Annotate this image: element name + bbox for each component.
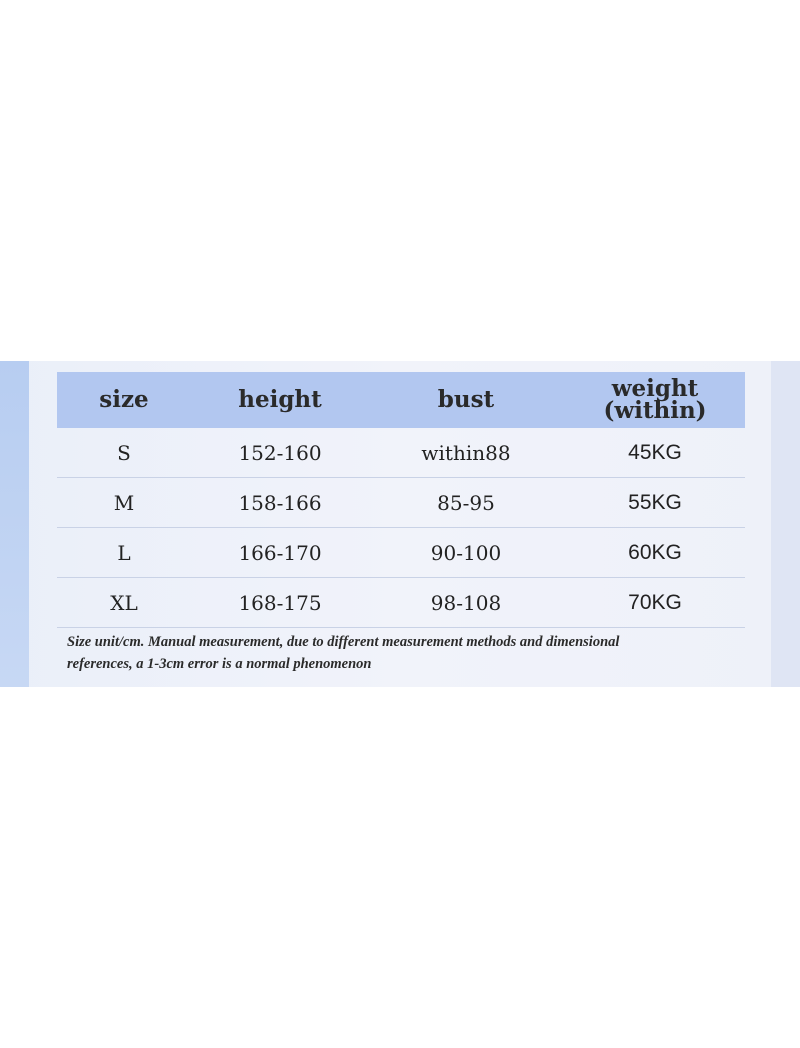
header-bust: bust — [437, 386, 495, 413]
cell-size: S — [117, 440, 131, 465]
table-row: S 152-160 within88 45KG — [57, 428, 745, 478]
cell-height: 152-160 — [238, 440, 322, 465]
table-row: XL 168-175 98-108 70KG — [57, 578, 745, 628]
cell-bust: 98-108 — [430, 590, 502, 615]
cell-bust: within88 — [421, 440, 511, 465]
left-accent-strip — [0, 361, 29, 687]
header-weight: weight (within) — [603, 375, 707, 424]
note-line-2: references, a 1-3cm error is a normal ph… — [67, 656, 372, 672]
cell-size: XL — [110, 590, 138, 615]
cell-weight: 70KG — [628, 590, 682, 614]
cell-size: L — [117, 540, 131, 565]
table-row: M 158-166 85-95 55KG — [57, 478, 745, 528]
cell-bust: 85-95 — [437, 490, 495, 515]
header-size: size — [99, 386, 149, 413]
cell-weight: 55KG — [628, 490, 682, 514]
cell-height: 158-166 — [238, 490, 322, 515]
cell-bust: 90-100 — [430, 540, 502, 565]
table-header: size height bust weight (within) — [57, 372, 745, 428]
note-line-1: Size unit/cm. Manual measurement, due to… — [67, 634, 620, 650]
cell-weight: 60KG — [628, 540, 682, 564]
header-weight-label: weight — [611, 375, 699, 402]
right-accent-strip — [771, 361, 800, 687]
header-weight-qualifier: (within) — [603, 397, 707, 424]
cell-height: 166-170 — [238, 540, 322, 565]
cell-height: 168-175 — [238, 590, 322, 615]
table-row: L 166-170 90-100 60KG — [57, 528, 745, 578]
cell-weight: 45KG — [628, 440, 682, 464]
cell-size: M — [113, 490, 135, 515]
size-table: size height bust weight (within) S 152-16… — [57, 372, 745, 628]
size-chart-panel: size height bust weight (within) S 152-16… — [0, 361, 800, 687]
measurement-note: Size unit/cm. Manual measurement, due to… — [67, 631, 767, 675]
header-height: height — [238, 386, 322, 413]
